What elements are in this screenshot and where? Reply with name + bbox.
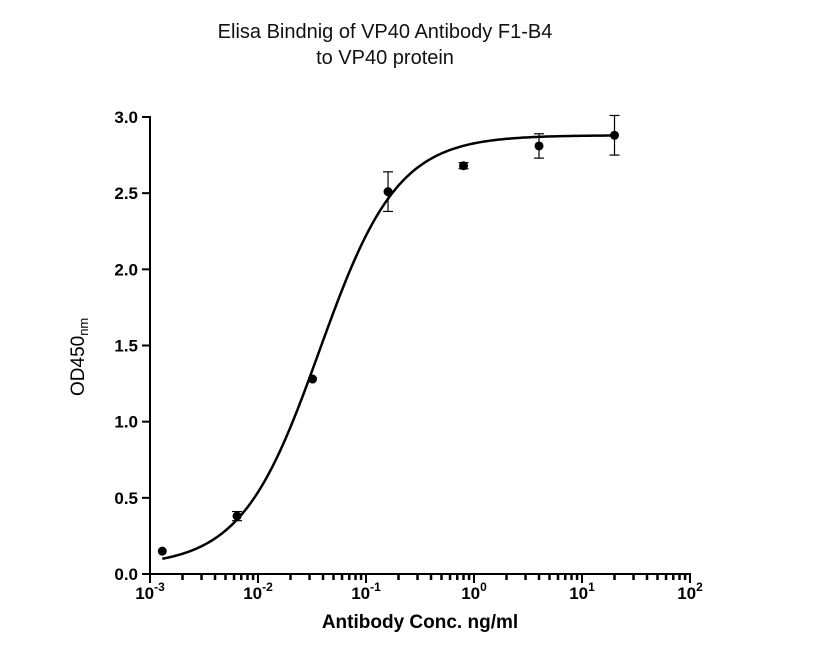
- y-tick-label: 3.0: [114, 108, 138, 127]
- y-tick-label: 2.5: [114, 184, 138, 203]
- data-point: [157, 546, 167, 556]
- chart-subtitle: to VP40 protein: [316, 47, 454, 69]
- y-axis-label: OD450nm: [68, 318, 91, 396]
- x-tick-label: 10-2: [243, 580, 273, 603]
- x-tick-label: 100: [461, 580, 487, 603]
- x-tick-label: 102: [677, 580, 703, 603]
- data-point: [610, 130, 620, 140]
- data-point: [308, 374, 318, 384]
- x-tick-label: 10-1: [351, 580, 381, 603]
- y-axis-label-main: OD450: [68, 335, 89, 396]
- x-tick-label: 10-3: [135, 580, 165, 603]
- x-tick-label: 101: [569, 580, 595, 603]
- chart-title: Elisa Bindnig of VP40 Antibody F1-B4: [217, 21, 553, 43]
- x-axis-label: Antibody Conc. ng/ml: [321, 612, 519, 633]
- y-tick-label: 1.0: [114, 413, 138, 432]
- data-point: [383, 187, 393, 197]
- y-tick-label: 1.5: [114, 337, 138, 356]
- data-point: [459, 161, 469, 171]
- y-tick-label: 0.0: [114, 565, 138, 584]
- y-axis-label-sub: nm: [76, 317, 91, 336]
- data-point: [232, 511, 242, 521]
- y-tick-label: 2.0: [114, 260, 138, 279]
- data-point: [534, 141, 544, 151]
- y-tick-label: 0.5: [114, 489, 138, 508]
